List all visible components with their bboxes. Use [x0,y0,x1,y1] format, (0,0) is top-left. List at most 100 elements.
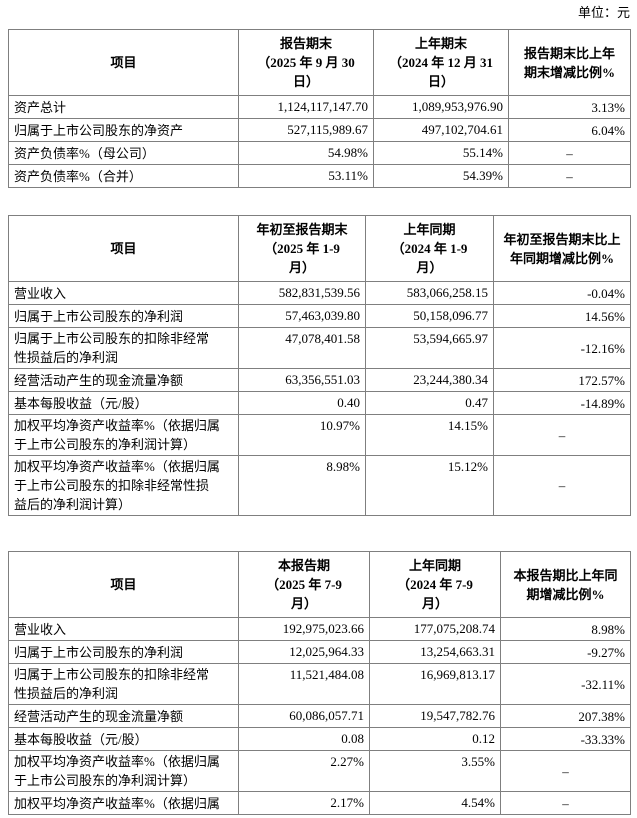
row-prior-value: 19,547,782.76 [369,704,501,728]
row-change-value: – [500,791,631,815]
table-row: 归属于上市公司股东的扣除非经常 性损益后的净利润 47,078,401.58 53,… [8,327,631,369]
row-prior-value: 23,244,380.34 [365,368,494,392]
row-prior-value: 16,969,813.17 [369,663,501,705]
row-change-value: 207.38% [500,704,631,728]
row-change-value: 14.56% [493,304,631,328]
row-change-value: -12.16% [493,327,631,369]
row-current-value: 1,124,117,147.70 [238,95,374,119]
row-change-value: 8.98% [500,617,631,641]
row-item-label: 资产负债率%（合并） [8,164,239,188]
row-item-label: 经营活动产生的现金流量净额 [8,704,239,728]
table-row: 归属于上市公司股东的净资产 527,115,989.67 497,102,704.6… [8,118,631,142]
table-row: 加权平均净资产收益率%（依据归属 于上市公司股东的净利润计算） 2.27% 3.55… [8,750,631,792]
row-change-value: -32.11% [500,663,631,705]
col-header-prior-period: 上年期末 （2024 年 12 月 31 日） [373,29,509,96]
table-row: 加权平均净资产收益率%（依据归属 于上市公司股东的扣除非经常性损 益后的净利润计… [8,455,631,516]
row-prior-value: 4.54% [369,791,501,815]
table-row: 归属于上市公司股东的净利润 12,025,964.33 13,254,663.31-… [8,640,631,664]
row-prior-value: 583,066,258.15 [365,281,494,305]
row-prior-value: 50,158,096.77 [365,304,494,328]
col-header-current-period: 报告期末 （2025 年 9 月 30 日） [238,29,374,96]
row-current-value: 57,463,039.80 [238,304,366,328]
row-prior-value: 14.15% [365,414,494,456]
table-row: 资产负债率%（合并） 53.11% 54.39% – [8,164,631,188]
row-item-label: 归属于上市公司股东的净利润 [8,304,239,328]
row-item-label: 营业收入 [8,281,239,305]
row-current-value: 2.27% [238,750,370,792]
col-header-change: 报告期末比上年 期末增减比例% [508,29,631,96]
row-change-value: 6.04% [508,118,631,142]
row-current-value: 0.08 [238,727,370,751]
col-header-item: 项目 [8,215,239,282]
table-row: 归属于上市公司股东的扣除非经常 性损益后的净利润 11,521,484.08 16,… [8,663,631,705]
row-prior-value: 55.14% [373,141,509,165]
row-current-value: 63,356,551.03 [238,368,366,392]
row-current-value: 53.11% [238,164,374,188]
row-item-label: 加权平均净资产收益率%（依据归属 于上市公司股东的扣除非经常性损 益后的净利润计… [8,455,239,516]
col-header-prior-period: 上年同期 （2024 年 1-9 月） [365,215,494,282]
row-current-value: 10.97% [238,414,366,456]
row-current-value: 2.17% [238,791,370,815]
col-header-current-period: 本报告期 （2025 年 7-9 月） [238,551,370,618]
row-current-value: 60,086,057.71 [238,704,370,728]
row-prior-value: 53,594,665.97 [365,327,494,369]
col-header-current-period: 年初至报告期末 （2025 年 1-9 月） [238,215,366,282]
table-row: 资产总计 1,124,117,147.70 1,089,953,976.90 3.13… [8,95,631,119]
table-row: 基本每股收益（元/股） 0.40 0.47 -14.89% [8,391,631,415]
quarter-income-summary-table: 项目 本报告期 （2025 年 7-9 月） 上年同期 （2024 年 7-9 … [8,551,631,815]
row-change-value: – [500,750,631,792]
table-header-row: 项目 本报告期 （2025 年 7-9 月） 上年同期 （2024 年 7-9 … [8,551,631,618]
row-change-value: 3.13% [508,95,631,119]
row-item-label: 归属于上市公司股东的扣除非经常 性损益后的净利润 [8,663,239,705]
row-item-label: 资产总计 [8,95,239,119]
row-item-label: 基本每股收益（元/股） [8,727,239,751]
row-item-label: 营业收入 [8,617,239,641]
row-current-value: 54.98% [238,141,374,165]
row-item-label: 归属于上市公司股东的净利润 [8,640,239,664]
row-current-value: 0.40 [238,391,366,415]
unit-label: 单位：元 [577,5,630,20]
row-prior-value: 54.39% [373,164,509,188]
table-row: 加权平均净资产收益率%（依据归属 2.17% 4.54% – [8,791,631,815]
row-item-label: 加权平均净资产收益率%（依据归属 于上市公司股东的净利润计算） [8,750,239,792]
table-row: 基本每股收益（元/股） 0.08 0.12 -33.33% [8,727,631,751]
col-header-prior-period: 上年同期 （2024 年 7-9 月） [369,551,501,618]
col-header-item: 项目 [8,551,239,618]
table-row: 经营活动产生的现金流量净额 60,086,057.71 19,547,782.76 2… [8,704,631,728]
table-header-row: 项目 年初至报告期末 （2025 年 1-9 月） 上年同期 （2024 年 1… [8,215,631,282]
col-header-change: 年初至报告期末比上 年同期增减比例% [493,215,631,282]
row-item-label: 经营活动产生的现金流量净额 [8,368,239,392]
row-change-value: -14.89% [493,391,631,415]
table-row: 营业收入 582,831,539.56 583,066,258.15 -0.04% [8,281,631,305]
table-row: 归属于上市公司股东的净利润 57,463,039.80 50,158,096.77 1… [8,304,631,328]
row-prior-value: 1,089,953,976.90 [373,95,509,119]
row-prior-value: 177,075,208.74 [369,617,501,641]
row-change-value: -0.04% [493,281,631,305]
row-change-value: – [508,141,631,165]
row-change-value: 172.57% [493,368,631,392]
row-item-label: 资产负债率%（母公司） [8,141,239,165]
row-current-value: 8.98% [238,455,366,516]
table-row: 营业收入 192,975,023.66 177,075,208.74 8.98% [8,617,631,641]
balance-sheet-summary-table: 项目 报告期末 （2025 年 9 月 30 日） 上年期末 （2024 年 1… [8,29,631,188]
table-row: 资产负债率%（母公司） 54.98% 55.14% – [8,141,631,165]
row-prior-value: 0.47 [365,391,494,415]
table-header-row: 项目 报告期末 （2025 年 9 月 30 日） 上年期末 （2024 年 1… [8,29,631,96]
row-prior-value: 13,254,663.31 [369,640,501,664]
row-change-value: – [508,164,631,188]
row-prior-value: 0.12 [369,727,501,751]
row-change-value: -33.33% [500,727,631,751]
ytd-income-summary-table: 项目 年初至报告期末 （2025 年 1-9 月） 上年同期 （2024 年 1… [8,215,631,516]
row-item-label: 基本每股收益（元/股） [8,391,239,415]
row-item-label: 加权平均净资产收益率%（依据归属 [8,791,239,815]
row-current-value: 582,831,539.56 [238,281,366,305]
col-header-change: 本报告期比上年同 期增减比例% [500,551,631,618]
row-current-value: 47,078,401.58 [238,327,366,369]
row-prior-value: 497,102,704.61 [373,118,509,142]
row-prior-value: 3.55% [369,750,501,792]
row-current-value: 12,025,964.33 [238,640,370,664]
row-current-value: 192,975,023.66 [238,617,370,641]
table-row: 经营活动产生的现金流量净额 63,356,551.03 23,244,380.34 1… [8,368,631,392]
row-item-label: 归属于上市公司股东的扣除非经常 性损益后的净利润 [8,327,239,369]
